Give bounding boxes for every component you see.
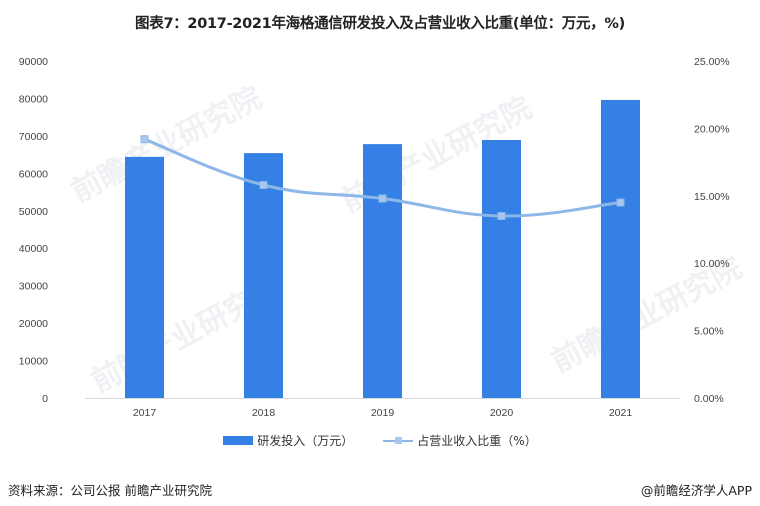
left-axis-tick: 10000: [19, 356, 48, 368]
line-marker-2017: [140, 135, 149, 144]
left-axis-tick: 80000: [19, 93, 48, 105]
line-marker-2020: [497, 212, 506, 221]
right-axis-tick: 10.00%: [694, 258, 730, 270]
source-note: 资料来源：公司公报 前瞻产业研究院: [8, 483, 212, 498]
line-marker-2018: [259, 181, 268, 190]
line-marker-2021: [616, 198, 625, 207]
right-axis-tick: 25.00%: [694, 56, 730, 68]
left-axis-tick: 60000: [19, 168, 48, 180]
credit-note: @前瞻经济学人APP: [640, 483, 752, 498]
chart-title: 图表7：2017-2021年海格通信研发投入及占营业收入比重(单位：万元，%): [135, 16, 625, 32]
bar-2017: [125, 156, 164, 398]
right-axis-tick: 5.00%: [694, 326, 724, 338]
line-marker-2019: [378, 194, 387, 203]
right-axis-tick: 20.00%: [694, 123, 730, 135]
legend-item-line: 占营业收入比重（%）: [383, 432, 537, 449]
left-axis-tick: 50000: [19, 206, 48, 218]
left-axis-tick: 90000: [19, 56, 48, 68]
bar-2020: [482, 140, 521, 398]
left-axis-tick: 70000: [19, 131, 48, 143]
left-axis-tick: 0: [42, 393, 48, 405]
bar-swatch-icon: [223, 436, 254, 445]
bar-2021: [601, 99, 640, 398]
legend-line-label: 占营业收入比重（%）: [417, 434, 537, 448]
left-axis-tick: 40000: [19, 243, 48, 255]
x-axis-tick: 2020: [490, 407, 514, 419]
x-axis-tick: 2019: [371, 407, 395, 419]
x-axis-tick: 2018: [252, 407, 276, 419]
left-axis-tick: 20000: [19, 318, 48, 330]
left-axis-tick: 30000: [19, 281, 48, 293]
legend-bar-label: 研发投入（万元）: [257, 434, 354, 448]
legend-item-bar: 研发投入（万元）: [223, 432, 353, 449]
right-axis-tick: 15.00%: [694, 191, 730, 203]
line-marker-icon: [383, 436, 414, 445]
x-axis-tick: 2021: [609, 407, 633, 419]
right-axis-tick: 0.00%: [694, 393, 724, 405]
bar-2018: [244, 153, 283, 398]
legend: 研发投入（万元） 占营业收入比重（%）: [0, 432, 760, 449]
x-axis-tick: 2017: [133, 407, 157, 419]
bar-2019: [363, 144, 402, 398]
